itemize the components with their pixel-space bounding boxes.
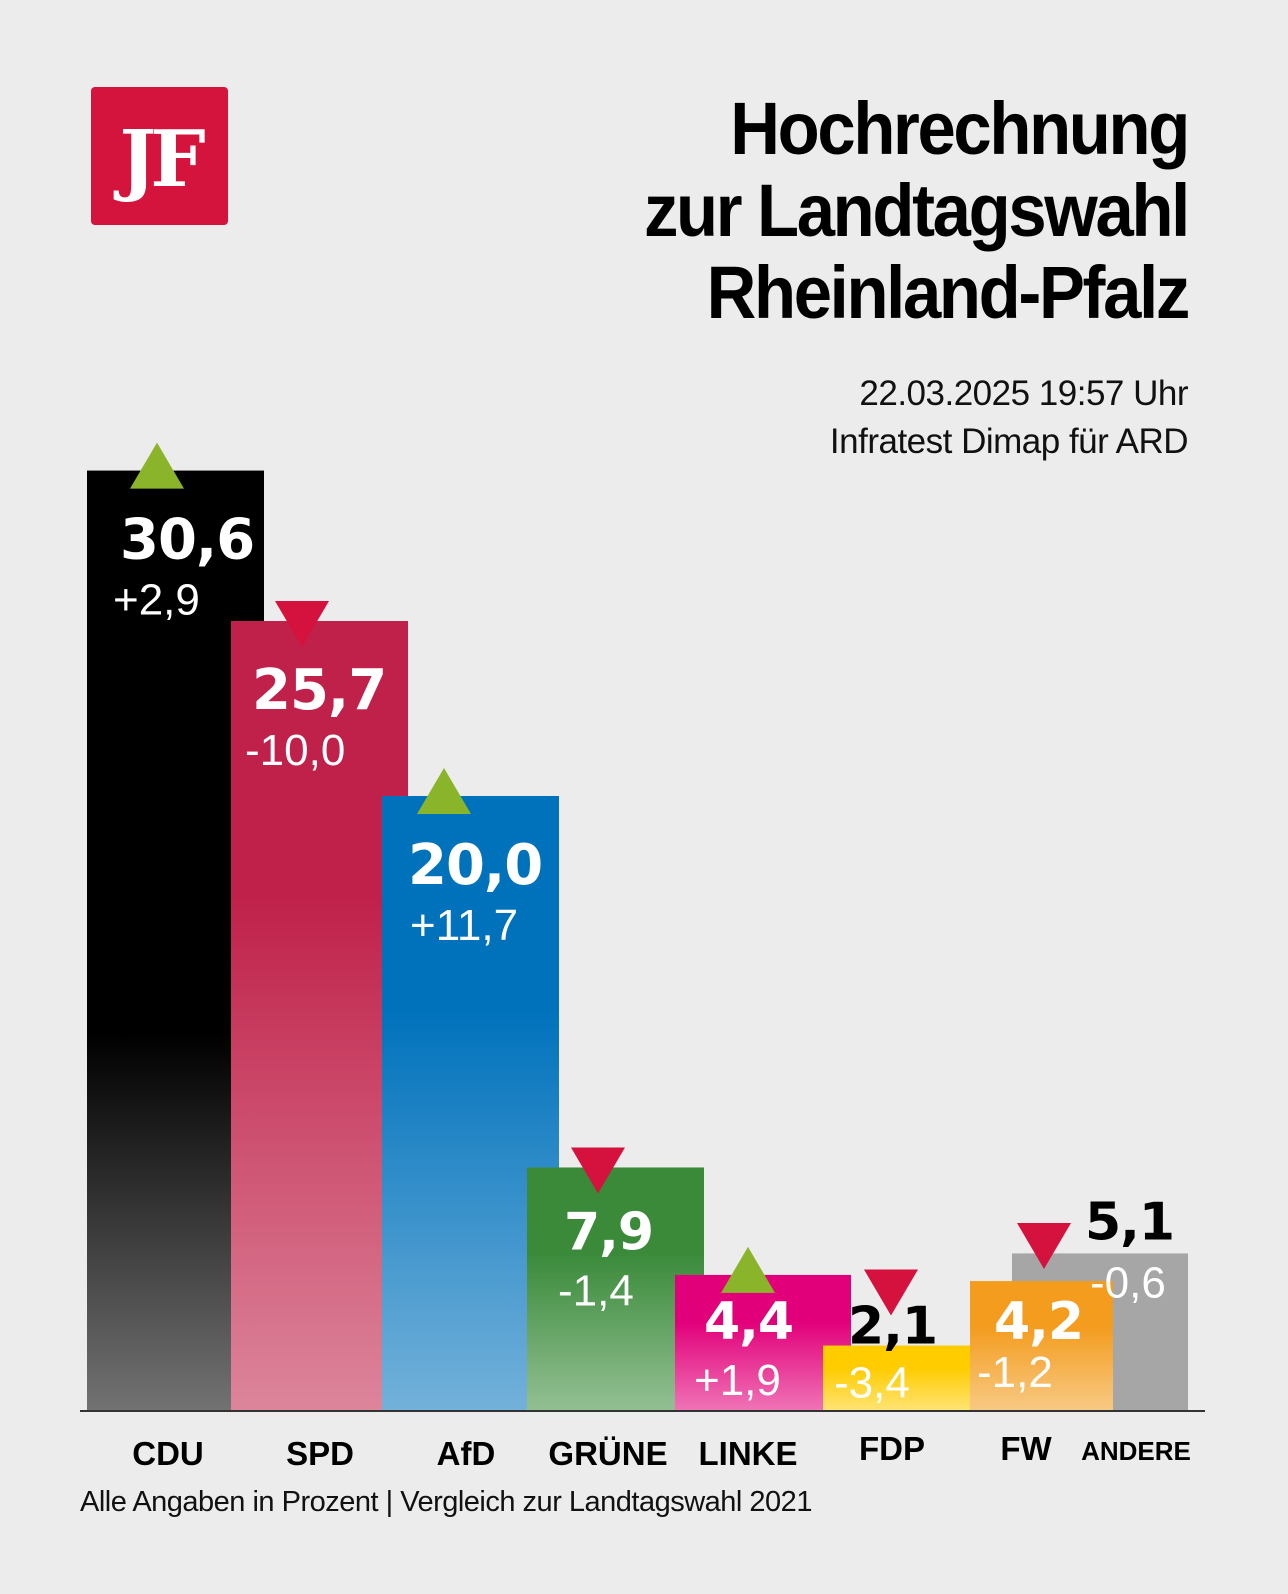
value-label: 20,0 xyxy=(408,833,542,898)
bar-spd xyxy=(231,621,408,1410)
value-label: 30,6 xyxy=(120,508,254,573)
category-label: LINKE xyxy=(699,1435,798,1472)
category-label: SPD xyxy=(286,1435,354,1472)
change-label: +11,7 xyxy=(410,901,518,950)
trend-up-icon xyxy=(130,442,184,489)
timestamp: 22.03.2025 19:57 Uhr xyxy=(859,374,1188,413)
poll-source: Infratest Dimap für ARD xyxy=(829,422,1189,461)
trend-up-icon xyxy=(417,768,471,814)
jf-logo: JF xyxy=(91,87,228,225)
category-label: FW xyxy=(1000,1430,1052,1467)
change-label: -3,4 xyxy=(834,1359,910,1408)
trend-down-icon xyxy=(275,601,329,648)
change-label: -1,2 xyxy=(977,1348,1053,1397)
bar-fdp xyxy=(823,1345,970,1410)
change-label: +2,9 xyxy=(113,576,200,625)
category-label: FDP xyxy=(859,1430,925,1467)
trend-up-icon xyxy=(721,1246,775,1293)
change-label: -0,6 xyxy=(1090,1258,1166,1307)
trend-down-icon xyxy=(864,1269,918,1316)
category-label: ANDERE xyxy=(1081,1436,1191,1466)
value-label: 25,7 xyxy=(252,658,386,723)
change-label: -10,0 xyxy=(245,726,345,775)
title-line-3: Rheinland-Pfalz xyxy=(706,251,1191,334)
value-label: 7,9 xyxy=(564,1202,653,1262)
category-label: AfD xyxy=(437,1435,496,1472)
change-label: -1,4 xyxy=(558,1266,634,1315)
value-label: 4,2 xyxy=(994,1292,1083,1352)
value-label: 5,1 xyxy=(1085,1192,1174,1252)
meta-info: 22.03.2025 19:57 Uhr Infratest Dimap für… xyxy=(829,370,1189,466)
logo-text: JF xyxy=(119,113,205,205)
change-label: +1,9 xyxy=(694,1356,781,1405)
trend-down-icon xyxy=(1017,1223,1071,1270)
bar-grüne xyxy=(527,1167,704,1410)
category-label: CDU xyxy=(132,1435,204,1472)
title-line-1: Hochrechnung xyxy=(730,87,1190,170)
category-label: GRÜNE xyxy=(548,1435,667,1472)
footnote: Alle Angaben in Prozent | Vergleich zur … xyxy=(80,1486,812,1518)
page-title: Hochrechnung zur Landtagswahl Rheinland-… xyxy=(643,87,1191,334)
value-label: 4,4 xyxy=(704,1292,793,1352)
bar-fw xyxy=(970,1281,1113,1410)
title-line-2: zur Landtagswahl xyxy=(643,169,1190,252)
bar-linke xyxy=(675,1274,851,1410)
trend-down-icon xyxy=(571,1147,625,1194)
